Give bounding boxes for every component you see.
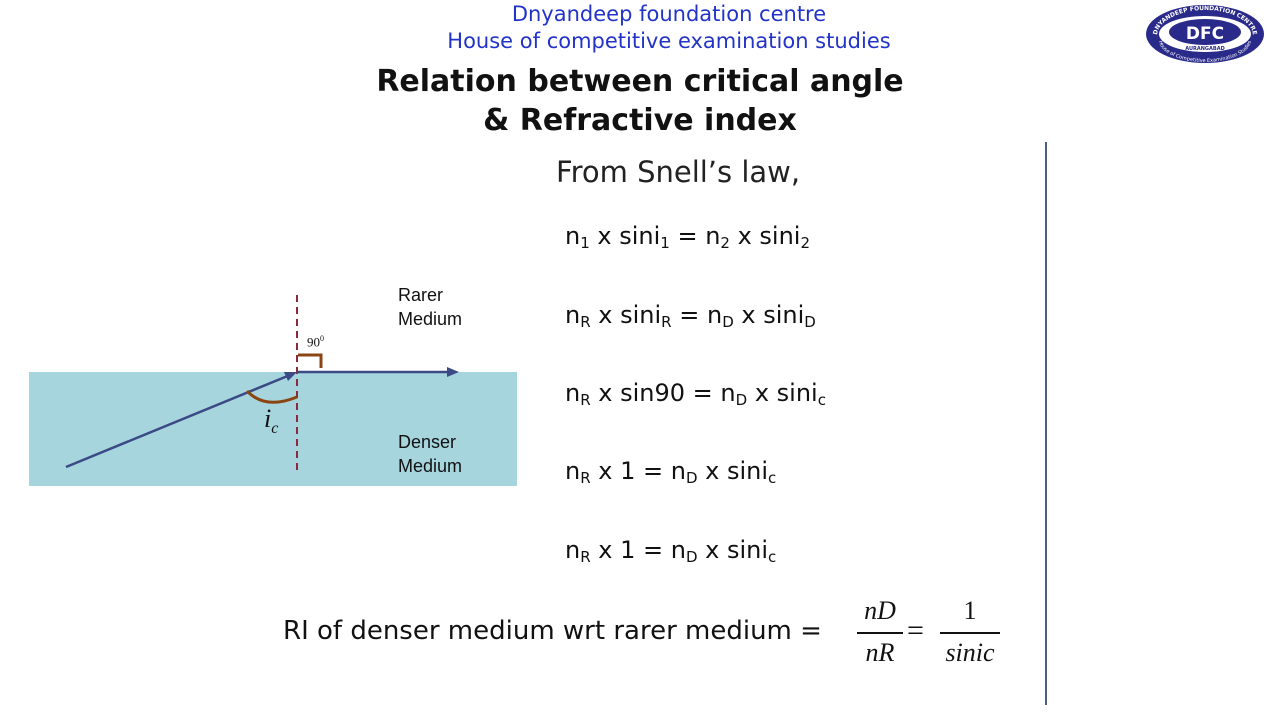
equation-5: nR x 1 = nD x sinic — [565, 536, 777, 566]
slide-title-line-1: Relation between critical angle — [376, 64, 904, 99]
rarer-label-2: Medium — [398, 309, 463, 329]
incident-arrowhead-icon — [284, 372, 297, 381]
snell-intro: From Snell’s law, — [556, 155, 801, 189]
angle-90-label: 900 — [307, 334, 324, 350]
equation-2: nR x siniR = nD x siniD — [565, 301, 816, 331]
denser-label-2: Medium — [398, 456, 463, 476]
critical-angle-arc — [245, 389, 298, 404]
incident-ray — [65, 373, 291, 469]
equals-sign: = — [907, 614, 924, 647]
refracted-arrowhead-icon — [447, 367, 459, 377]
header-line-1: Dnyandeep foundation centre — [511, 2, 827, 26]
vertical-divider — [1045, 142, 1047, 705]
rarer-label-1: Rarer — [398, 285, 444, 305]
fraction-2-denominator: sinic — [945, 638, 995, 667]
dfc-logo: DFC DNYANDEEP FOUNDATION CENTRE AURANGAB… — [1146, 5, 1264, 64]
critical-angle-label: ic — [264, 404, 279, 437]
fraction-1-bar — [857, 632, 903, 634]
fraction-1-numerator: nD — [864, 596, 896, 625]
fraction-2-bar — [940, 632, 1000, 634]
fraction-2-numerator: 1 — [963, 596, 977, 625]
logo-center-text: DFC — [1186, 24, 1224, 44]
header-line-2: House of competitive examination studies — [447, 29, 891, 53]
equation-1: n1 x sini1 = n2 x sini2 — [565, 222, 811, 252]
fraction-1-denominator: nR — [865, 638, 895, 667]
equation-4: nR x 1 = nD x sinic — [565, 457, 777, 487]
equation-3: nR x sin90 = nD x sinic — [565, 379, 826, 409]
right-angle-marker — [298, 353, 323, 368]
denser-label-1: Denser — [398, 432, 457, 452]
svg-text:AURANGABAD: AURANGABAD — [1185, 46, 1225, 52]
slide-title-line-2: & Refractive index — [483, 103, 797, 138]
ri-label: RI of denser medium wrt rarer medium = — [283, 616, 822, 646]
